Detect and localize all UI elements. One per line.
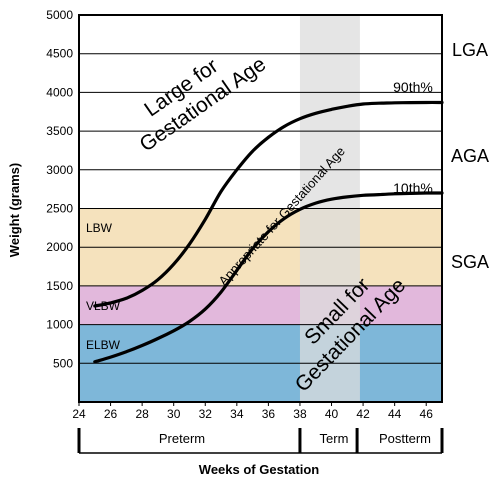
period-label-postterm: Postterm [379, 431, 431, 446]
x-tick-label: 30 [167, 407, 181, 421]
y-tick-label: 2000 [46, 240, 73, 254]
y-tick-label: 1000 [46, 318, 73, 332]
band-label-elbw: ELBW [86, 338, 121, 352]
y-tick-label: 2500 [46, 202, 73, 216]
period-label-term: Term [320, 431, 349, 446]
y-tick-label: 1500 [46, 279, 73, 293]
y-axis-ticks: 500 1000 1500 2000 2500 3000 3500 4000 4500 5000 [46, 8, 73, 370]
series-label-10th: 10th% [393, 180, 433, 196]
x-axis-ticks: 24 26 28 30 32 34 36 38 40 42 44 46 [72, 402, 433, 421]
series-label-90th: 90th% [393, 79, 433, 95]
region-label-large: Large for Gestational Age [136, 53, 271, 157]
y-tick-label: 3500 [46, 124, 73, 138]
x-tick-label: 42 [356, 407, 370, 421]
band-label-lbw: LBW [86, 221, 113, 235]
plot-frame [78, 14, 443, 403]
percentile-curves [93, 100, 444, 364]
right-label-lga: LGA [452, 40, 488, 60]
x-tick-label: 38 [293, 407, 307, 421]
x-tick-label: 36 [262, 407, 276, 421]
right-label-aga: AGA [451, 146, 489, 166]
gestation-period-brackets [77, 428, 444, 454]
y-axis-title: Weight (grams) [7, 163, 22, 257]
y-tick-label: 3000 [46, 163, 73, 177]
y-tick-label: 4500 [46, 47, 73, 61]
right-label-sga: SGA [451, 252, 489, 272]
y-tick-label: 500 [53, 356, 73, 370]
y-tick-label: 5000 [46, 8, 73, 22]
y-tick-label: 4000 [46, 85, 73, 99]
period-label-preterm: Preterm [159, 431, 205, 446]
x-axis-title: Weeks of Gestation [199, 462, 319, 477]
x-tick-label: 32 [199, 407, 213, 421]
x-tick-label: 28 [135, 407, 149, 421]
x-tick-label: 46 [420, 407, 434, 421]
x-tick-label: 40 [325, 407, 339, 421]
x-tick-label: 24 [72, 407, 86, 421]
x-tick-label: 26 [104, 407, 118, 421]
series-line-10th [93, 191, 444, 364]
x-tick-label: 34 [230, 407, 244, 421]
series-line-90th [93, 100, 444, 308]
band-label-vlbw: VLBW [86, 299, 121, 313]
x-tick-label: 44 [388, 407, 402, 421]
